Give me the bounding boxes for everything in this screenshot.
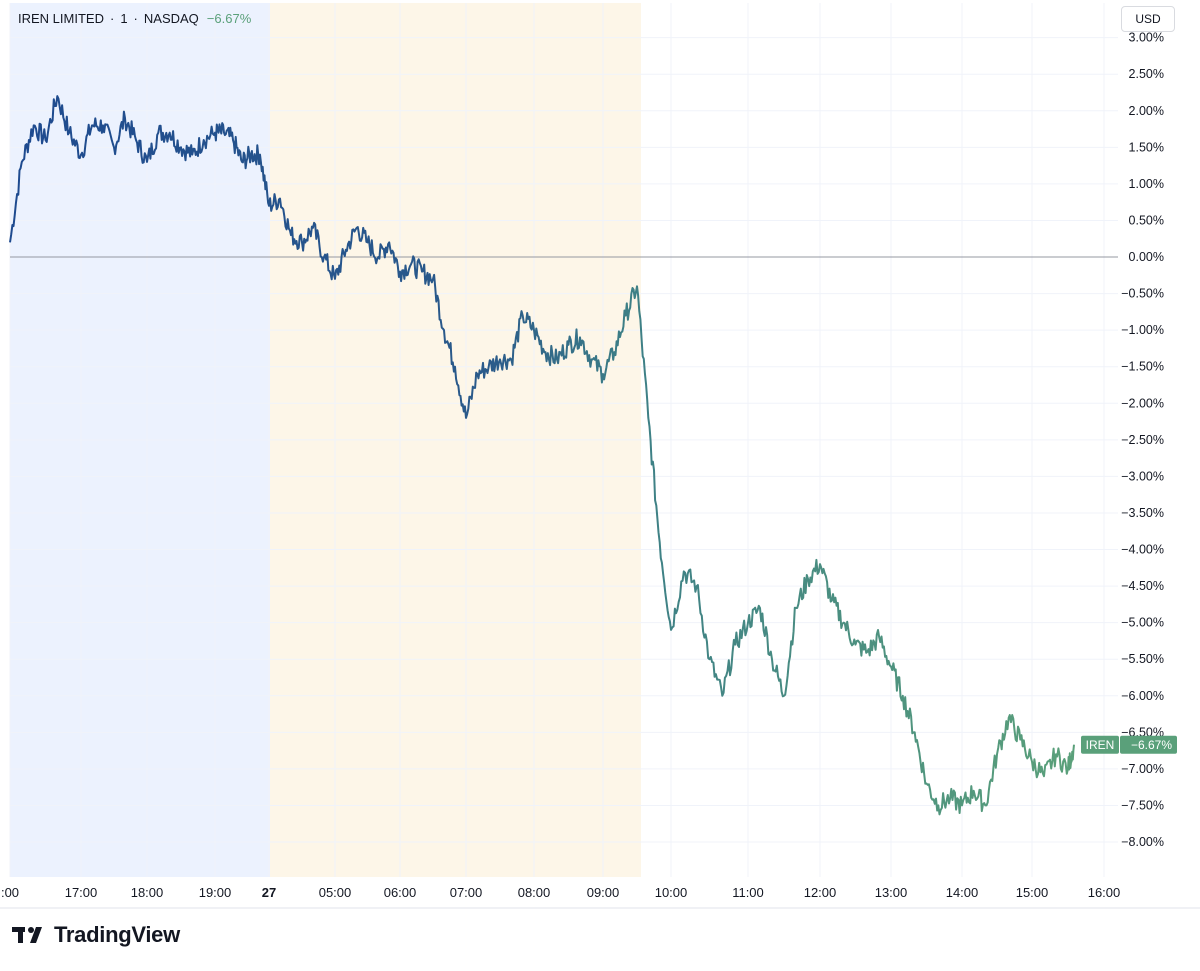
last-value-symbol-badge xyxy=(1081,735,1119,754)
y-tick-label: −2.50% xyxy=(1121,433,1164,447)
x-tick-label: 11:00 xyxy=(732,885,764,900)
y-tick-label: −3.50% xyxy=(1121,506,1164,520)
y-tick-label: 1.50% xyxy=(1129,140,1164,154)
y-tick-label: −6.00% xyxy=(1121,689,1164,703)
x-tick-label: 15:00 xyxy=(1016,885,1049,900)
x-tick-label: 19:00 xyxy=(199,885,232,900)
y-tick-label: −3.00% xyxy=(1121,469,1164,483)
x-tick-label: 14:00 xyxy=(946,885,979,900)
y-tick-label: 2.50% xyxy=(1129,67,1164,81)
y-tick-label: 0.50% xyxy=(1129,213,1164,227)
legend-symbol[interactable]: IREN LIMITED xyxy=(18,11,104,26)
x-tick-label: 12:00 xyxy=(804,885,837,900)
tradingview-logo-icon xyxy=(12,927,42,943)
tradingview-logo[interactable]: TradingView xyxy=(12,922,180,948)
x-tick-label: 13:00 xyxy=(875,885,908,900)
x-tick-label: 05:00 xyxy=(319,885,352,900)
x-tick-label: 27 xyxy=(262,885,276,900)
y-tick-label: 2.00% xyxy=(1129,104,1164,118)
y-tick-label: −5.50% xyxy=(1121,652,1164,666)
legend-separator: · xyxy=(133,11,138,26)
y-tick-label: −4.50% xyxy=(1121,579,1164,593)
x-tick-label: 18:00 xyxy=(131,885,164,900)
y-tick-label: −7.50% xyxy=(1121,798,1164,812)
x-tick-label: 06:00 xyxy=(384,885,417,900)
y-tick-label: 3.00% xyxy=(1129,31,1164,45)
x-tick-label: 09:00 xyxy=(587,885,620,900)
last-value-symbol: IREN xyxy=(1086,738,1115,752)
y-tick-label: −2.00% xyxy=(1121,396,1164,410)
x-tick-label: 08:00 xyxy=(518,885,551,900)
chart-legend: IREN LIMITED · 1 · NASDAQ −6.67% xyxy=(18,11,251,26)
x-tick-label: 17:00 xyxy=(65,885,98,900)
brand-name: TradingView xyxy=(54,922,180,947)
x-tick-label: 16:00 xyxy=(1088,885,1121,900)
x-tick-label: 10:00 xyxy=(655,885,688,900)
legend-separator: · xyxy=(109,11,115,26)
series-line-iren[interactable] xyxy=(9,95,1075,816)
legend-interval[interactable]: 1 xyxy=(120,11,128,26)
y-tick-label: −7.00% xyxy=(1121,762,1164,776)
legend-exchange: NASDAQ xyxy=(143,11,199,26)
x-tick-label: 07:00 xyxy=(450,885,483,900)
y-tick-label: −1.00% xyxy=(1121,323,1164,337)
y-tick-label: −5.00% xyxy=(1121,616,1164,630)
y-tick-label: −4.00% xyxy=(1121,543,1164,557)
y-tick-label: 0.00% xyxy=(1129,250,1164,264)
y-tick-label: −8.00% xyxy=(1121,835,1164,849)
y-tick-label: −0.50% xyxy=(1121,287,1164,301)
x-tick-label: :00 xyxy=(1,885,19,900)
last-value-label: −6.67% xyxy=(1131,738,1172,752)
last-value-badge xyxy=(1120,735,1177,754)
currency-button[interactable]: USD xyxy=(1121,6,1175,32)
y-tick-label: −1.50% xyxy=(1121,360,1164,374)
legend-change: −6.67% xyxy=(206,11,252,26)
y-tick-label: 1.00% xyxy=(1129,177,1164,191)
